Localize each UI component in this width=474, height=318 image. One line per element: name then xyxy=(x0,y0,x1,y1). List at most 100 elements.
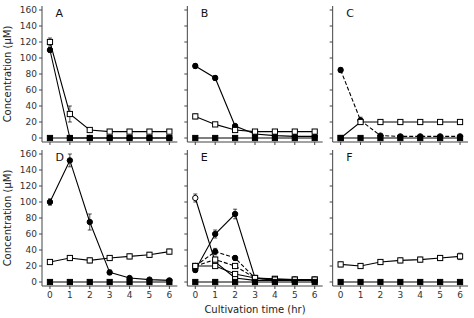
error-bar xyxy=(68,106,72,122)
y-tick xyxy=(330,218,333,219)
marker xyxy=(147,135,152,140)
y-tick xyxy=(39,90,42,91)
marker xyxy=(147,135,152,140)
marker xyxy=(418,135,423,140)
marker xyxy=(67,135,72,140)
marker xyxy=(418,279,423,284)
error-bar xyxy=(193,264,197,267)
marker xyxy=(107,135,112,140)
x-tick xyxy=(440,142,441,145)
marker xyxy=(67,158,72,163)
x-tick xyxy=(149,286,150,289)
y-tick-label: 60 xyxy=(26,229,38,239)
marker xyxy=(272,129,277,134)
x-tick xyxy=(149,142,150,145)
marker xyxy=(67,135,72,140)
x-tick xyxy=(340,142,341,145)
marker xyxy=(232,271,237,276)
marker xyxy=(213,122,218,127)
x-tick-label: 4 xyxy=(417,290,423,300)
y-tick xyxy=(39,58,42,59)
error-bar xyxy=(147,252,151,257)
y-tick xyxy=(330,58,333,59)
x-tick-label: 0 xyxy=(47,290,53,300)
marker xyxy=(338,262,343,267)
y-tick xyxy=(330,138,333,139)
marker xyxy=(358,263,363,268)
y-tick xyxy=(330,154,333,155)
error-bar xyxy=(398,120,402,123)
marker xyxy=(193,63,198,68)
y-tick xyxy=(330,170,333,171)
marker xyxy=(378,279,383,284)
x-tick xyxy=(109,286,110,289)
marker xyxy=(87,127,92,132)
y-tick xyxy=(39,234,42,235)
marker xyxy=(213,279,218,284)
x-tick xyxy=(380,142,381,145)
marker xyxy=(457,254,462,259)
marker xyxy=(212,249,217,254)
x-tick-label: 3 xyxy=(252,290,258,300)
x-tick-label: 4 xyxy=(272,290,278,300)
marker xyxy=(457,135,462,140)
marker xyxy=(312,279,317,284)
y-tick xyxy=(330,10,333,11)
marker xyxy=(272,135,277,140)
series-line xyxy=(195,198,314,280)
error-bar xyxy=(108,270,112,275)
y-tick xyxy=(184,186,187,187)
y-tick-label: 80 xyxy=(26,213,38,223)
panel: 0123456020406080100120140160DConcentrati… xyxy=(2,149,177,300)
x-tick xyxy=(195,286,196,289)
error-bar xyxy=(378,260,382,265)
error-bar xyxy=(213,248,217,254)
error-bar xyxy=(128,254,132,259)
marker xyxy=(212,231,217,236)
marker xyxy=(47,199,52,204)
x-tick-label: 1 xyxy=(67,290,73,300)
plot-area xyxy=(193,63,318,140)
panel-label: F xyxy=(346,151,352,164)
y-tick xyxy=(184,202,187,203)
marker xyxy=(67,111,72,116)
series-line xyxy=(195,252,314,280)
y-tick xyxy=(184,10,187,11)
marker xyxy=(358,135,363,140)
marker xyxy=(67,279,72,284)
y-tick xyxy=(39,250,42,251)
error-bar xyxy=(339,262,343,267)
marker xyxy=(193,263,198,268)
series-line xyxy=(50,160,169,280)
panel: 020406080100120140160AConcentration (μM) xyxy=(2,5,177,145)
x-tick-label: 2 xyxy=(87,290,93,300)
marker xyxy=(127,129,132,134)
x-tick xyxy=(255,142,256,145)
marker xyxy=(193,195,198,200)
marker xyxy=(438,119,443,124)
x-tick xyxy=(314,142,315,145)
y-tick-label: 100 xyxy=(20,197,37,207)
marker xyxy=(378,259,383,264)
marker xyxy=(193,279,198,284)
marker xyxy=(107,255,112,260)
series-line xyxy=(341,70,460,136)
x-tick xyxy=(360,142,361,145)
marker xyxy=(127,279,132,284)
x-tick-label: 6 xyxy=(167,290,173,300)
y-tick xyxy=(184,218,187,219)
x-tick-label: 6 xyxy=(312,290,318,300)
marker xyxy=(47,39,52,44)
marker xyxy=(292,129,297,134)
marker xyxy=(107,129,112,134)
error-bar xyxy=(88,214,92,230)
y-tick xyxy=(184,250,187,251)
x-tick-label: 4 xyxy=(127,290,133,300)
error-bar xyxy=(108,256,112,261)
error-bar xyxy=(48,199,52,205)
x-tick xyxy=(129,286,130,289)
y-tick xyxy=(184,90,187,91)
panel: 0123456F xyxy=(330,150,468,300)
error-bar xyxy=(359,264,363,269)
marker xyxy=(457,119,462,124)
